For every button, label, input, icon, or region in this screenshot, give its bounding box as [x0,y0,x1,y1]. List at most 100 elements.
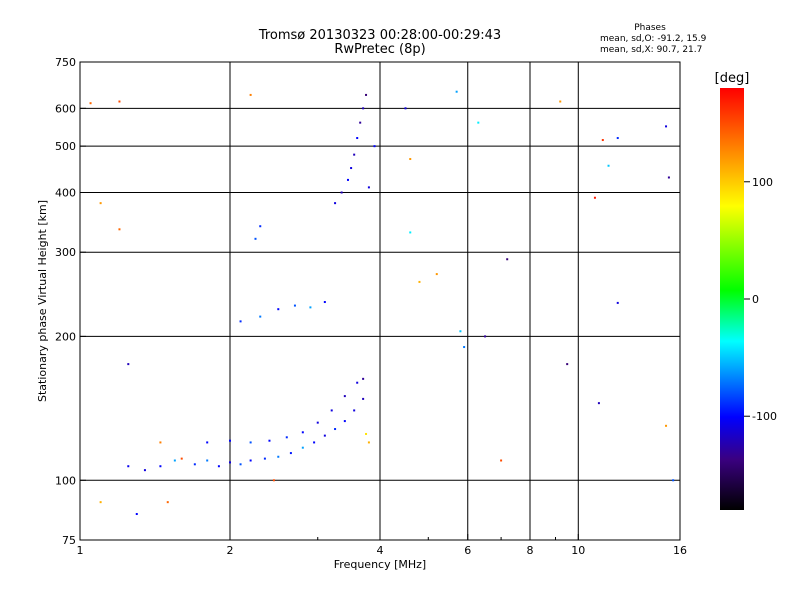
data-point [323,301,326,304]
data-point [254,237,257,240]
data-point [180,457,183,460]
data-point [166,501,169,504]
data-point [118,228,121,231]
data-point [309,306,312,309]
data-point [672,479,675,482]
data-point [217,465,220,468]
data-point [272,479,275,482]
data-point [409,231,412,234]
data-point [353,409,356,412]
data-point [463,346,466,349]
grid-lines [80,62,680,540]
data-point [601,139,604,142]
data-point [340,191,343,194]
data-point [99,202,102,205]
chart-title-line2: RwPretec (8p) [334,42,426,57]
data-point [566,363,569,366]
data-point [289,452,292,455]
x-tick-label: 2 [227,544,234,557]
y-tick-label: 200 [55,330,76,343]
data-point [323,434,326,437]
data-point [259,225,262,228]
data-point [239,463,242,466]
phases-mean-o: mean, sd,O: -91.2, 15.9 [600,34,707,44]
data-point [435,273,438,276]
data-point [89,102,92,105]
data-point [607,164,610,167]
x-tick-label: 1 [77,544,84,557]
data-point [343,395,346,398]
data-point [350,167,353,170]
data-point [373,145,376,148]
data-point [301,446,304,449]
data-point [249,459,252,462]
data-point [249,93,252,96]
data-point [159,441,162,444]
data-point [665,424,668,427]
x-tick-label: 16 [673,544,687,557]
data-point [500,459,503,462]
data-point [346,178,349,181]
data-point [229,439,231,442]
data-point [334,202,337,205]
data-point [484,335,487,338]
data-point [667,176,670,179]
x-axis-label: Frequency [MHz] [334,558,426,571]
data-point [127,465,130,468]
data-point [277,308,280,311]
data-point [367,186,370,189]
data-point [285,436,288,439]
data-point [665,125,668,128]
data-point [173,459,176,462]
data-point [293,304,296,307]
phases-heading: Phases [634,23,666,33]
data-point [359,121,362,124]
data-point [616,137,619,140]
data-point [118,100,121,103]
data-point [143,469,146,472]
data-point [259,315,262,318]
data-point [343,420,346,423]
data-point [159,465,162,468]
data-point [313,441,316,444]
y-tick-label: 400 [55,186,76,199]
x-tick-label: 8 [527,544,534,557]
colorbar-ticks: 100 0 -100 [744,176,777,423]
data-point [409,158,412,161]
data-point [277,455,280,458]
data-point [616,301,619,304]
data-point [362,377,365,380]
data-point [353,153,356,156]
chart-title-line1: Tromsø 20130323 00:28:00-00:29:43 [258,28,502,43]
x-tick-label: 4 [377,544,384,557]
y-tick-label: 300 [55,246,76,259]
colorbar-tick-label: -100 [752,410,777,423]
colorbar-label: [deg] [715,71,750,86]
data-point [362,107,365,110]
data-point [356,381,359,384]
data-point [418,280,421,283]
phases-mean-x: mean, sd,X: 90.7, 21.7 [600,45,703,55]
axis-ticks: 1 2 4 6 8 10 16 75 100 200 300 400 500 600 750 [55,56,687,557]
data-point [206,459,209,462]
data-point [263,457,266,460]
y-axis-label: Stationary phase Virtual Height [km] [36,200,49,402]
data-point [365,432,368,435]
data-point [330,409,333,412]
data-point [404,107,407,110]
y-tick-label: 500 [55,140,76,153]
colorbar-tick-label: 0 [752,293,759,306]
data-point [229,461,231,464]
data-point [316,421,319,424]
data-point [99,501,102,504]
y-tick-label: 75 [62,534,76,547]
data-point [362,397,365,400]
data-point [301,431,304,434]
y-tick-label: 750 [55,56,76,69]
data-point [365,93,368,96]
data-points [89,90,675,516]
x-tick-label: 10 [571,544,585,557]
data-point [206,441,209,444]
data-point [559,100,562,103]
